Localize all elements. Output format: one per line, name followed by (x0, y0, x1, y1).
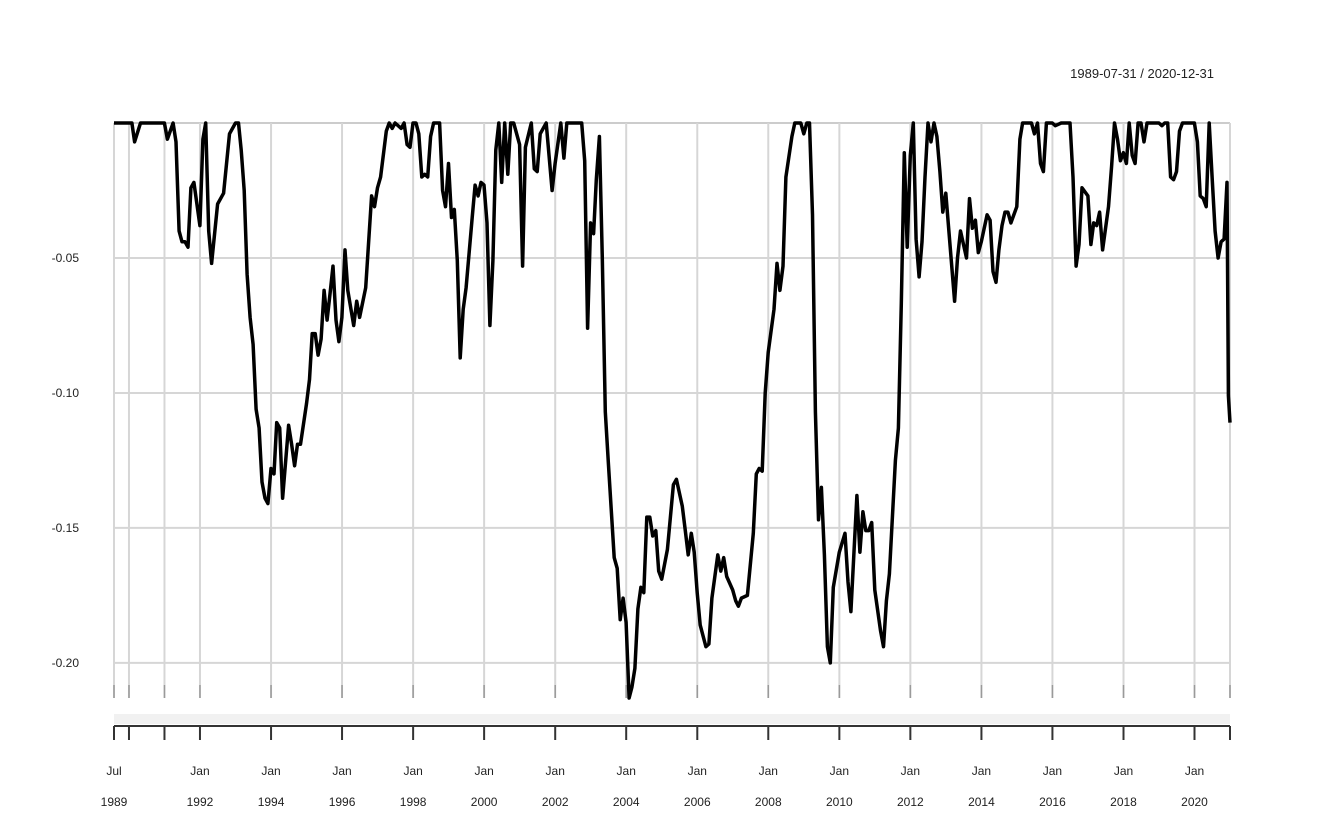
x-tick-year-label: 2004 (613, 795, 640, 809)
x-tick-year-label: 2014 (968, 795, 995, 809)
x-tick-month-label: Jan (1185, 764, 1204, 778)
x-tick-year-label: 2006 (684, 795, 711, 809)
axis-ticks (113, 685, 1231, 740)
x-tick-month-label: Jan (901, 764, 920, 778)
x-tick-year-label: 2010 (826, 795, 853, 809)
x-tick-year-label: 2002 (542, 795, 569, 809)
x-tick-month-label: Jan (759, 764, 778, 778)
x-tick-month-label: Jan (332, 764, 351, 778)
x-tick-month-label: Jan (972, 764, 991, 778)
grid-lines (113, 122, 1231, 698)
y-tick-label: -0.20 (52, 656, 80, 670)
x-tick-year-label: 2016 (1039, 795, 1066, 809)
x-tick-year-label: 1992 (187, 795, 214, 809)
x-tick-year-label: 2012 (897, 795, 924, 809)
x-tick-month-label: Jan (830, 764, 849, 778)
x-tick-year-label: 2000 (471, 795, 498, 809)
x-axis-labels: Jul 1989 Jan 1992 Jan 1994 Jan 1996 Jan 1998 Jan 20… (101, 764, 1209, 809)
x-tick-month-label: Jul (106, 764, 121, 778)
x-axis-band (114, 714, 1230, 724)
y-tick-label: -0.15 (52, 521, 80, 535)
x-tick-year-label: 1998 (400, 795, 427, 809)
x-tick-year-label: 2018 (1110, 795, 1137, 809)
x-tick-month-label: Jan (403, 764, 422, 778)
y-tick-label: -0.05 (52, 251, 80, 265)
y-axis-labels: -0.05 -0.10 -0.15 -0.20 (52, 251, 80, 670)
drawdown-series-line (114, 121, 1232, 700)
x-tick-month-label: Jan (1043, 764, 1062, 778)
x-tick-year-label: 1989 (101, 795, 128, 809)
series-layer (114, 121, 1232, 700)
date-range-label: 1989-07-31 / 2020-12-31 (1070, 66, 1214, 81)
x-tick-month-label: Jan (190, 764, 209, 778)
x-tick-month-label: Jan (546, 764, 565, 778)
x-tick-year-label: 1996 (329, 795, 356, 809)
x-tick-month-label: Jan (688, 764, 707, 778)
y-tick-label: -0.10 (52, 386, 80, 400)
x-tick-year-label: 2020 (1181, 795, 1208, 809)
x-tick-month-label: Jan (1114, 764, 1133, 778)
x-tick-month-label: Jan (474, 764, 493, 778)
x-tick-month-label: Jan (617, 764, 636, 778)
x-tick-year-label: 2008 (755, 795, 782, 809)
x-tick-year-label: 1994 (258, 795, 285, 809)
x-tick-month-label: Jan (261, 764, 280, 778)
